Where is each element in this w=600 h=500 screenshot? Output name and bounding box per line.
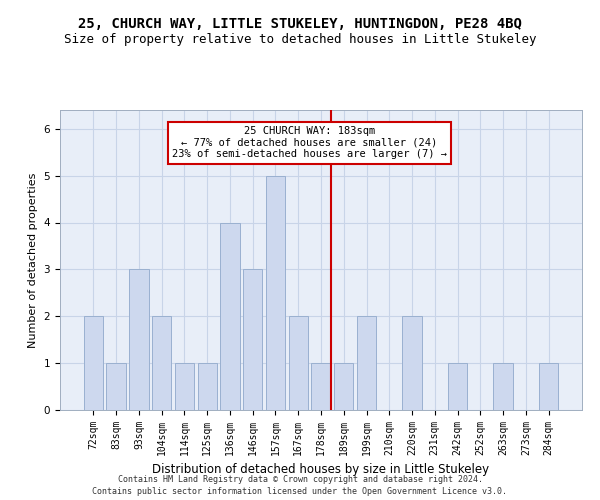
Bar xyxy=(152,316,172,410)
Bar xyxy=(106,363,126,410)
Bar xyxy=(266,176,285,410)
Bar xyxy=(220,222,239,410)
Text: 25 CHURCH WAY: 183sqm
← 77% of detached houses are smaller (24)
23% of semi-deta: 25 CHURCH WAY: 183sqm ← 77% of detached … xyxy=(172,126,447,160)
Bar xyxy=(129,270,149,410)
Bar xyxy=(243,270,262,410)
Text: Contains HM Land Registry data © Crown copyright and database right 2024.: Contains HM Land Registry data © Crown c… xyxy=(118,476,482,484)
Bar xyxy=(403,316,422,410)
Y-axis label: Number of detached properties: Number of detached properties xyxy=(28,172,38,348)
Text: Size of property relative to detached houses in Little Stukeley: Size of property relative to detached ho… xyxy=(64,32,536,46)
Bar xyxy=(84,316,103,410)
Bar xyxy=(539,363,558,410)
Bar xyxy=(175,363,194,410)
Bar xyxy=(448,363,467,410)
Bar xyxy=(197,363,217,410)
X-axis label: Distribution of detached houses by size in Little Stukeley: Distribution of detached houses by size … xyxy=(152,464,490,476)
Bar xyxy=(311,363,331,410)
Text: Contains public sector information licensed under the Open Government Licence v3: Contains public sector information licen… xyxy=(92,486,508,496)
Bar xyxy=(357,316,376,410)
Bar xyxy=(334,363,353,410)
Text: 25, CHURCH WAY, LITTLE STUKELEY, HUNTINGDON, PE28 4BQ: 25, CHURCH WAY, LITTLE STUKELEY, HUNTING… xyxy=(78,18,522,32)
Bar xyxy=(493,363,513,410)
Bar xyxy=(289,316,308,410)
